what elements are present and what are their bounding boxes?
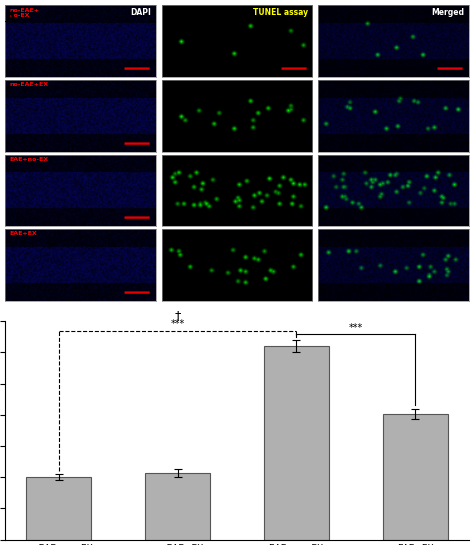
- Bar: [264, 346, 329, 540]
- Text: †: †: [174, 310, 181, 323]
- Text: no-EAE+
no-EX: no-EAE+ no-EX: [9, 8, 39, 19]
- Bar: [383, 414, 448, 540]
- Text: A: A: [5, 11, 16, 25]
- Text: EAE+EX: EAE+EX: [9, 231, 37, 236]
- Text: Merged: Merged: [432, 8, 465, 16]
- Text: ***: ***: [170, 319, 185, 329]
- Text: DAPI: DAPI: [130, 8, 151, 16]
- Bar: [145, 473, 210, 540]
- Text: TUNEL assay: TUNEL assay: [253, 8, 308, 16]
- Text: EAE+no-EX: EAE+no-EX: [9, 156, 48, 162]
- Text: ‾: ‾: [7, 14, 12, 24]
- Text: no-EAE+EX: no-EAE+EX: [9, 82, 48, 87]
- Text: ***: ***: [349, 323, 363, 332]
- Bar: [26, 477, 91, 540]
